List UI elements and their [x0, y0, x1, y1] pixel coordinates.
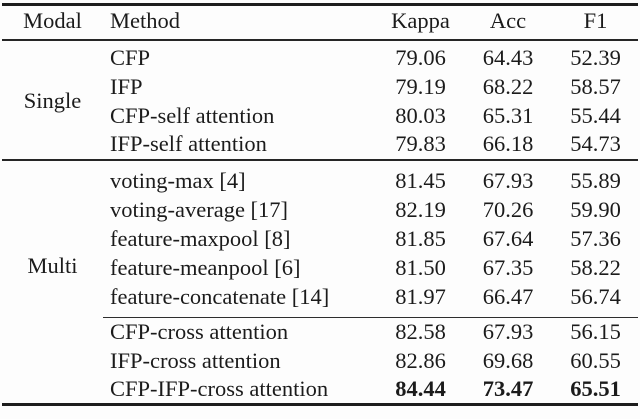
acc-value: 65.31 — [482, 102, 534, 128]
kappa-value: 81.50 — [395, 254, 446, 280]
acc-value: 67.93 — [463, 158, 553, 196]
f1-value: 58.57 — [570, 73, 621, 99]
f1-value: 60.55 — [570, 347, 621, 373]
acc-value: 69.68 — [482, 347, 534, 373]
kappa-value: 82.58 — [378, 317, 463, 347]
method-cell: voting-max [4] — [103, 158, 378, 196]
method-cell: feature-concatenate [14] — [110, 283, 330, 309]
kappa-value: 79.19 — [395, 73, 446, 99]
acc-value-best: 73.47 — [482, 376, 534, 401]
f1-value-best: 65.51 — [570, 376, 621, 401]
modal-group-label-multi: Multi — [2, 158, 103, 405]
method-cell: feature-maxpool [8] — [110, 225, 291, 251]
acc-value: 67.64 — [482, 225, 534, 251]
method-cell: CFP-IFP-cross attention — [110, 376, 329, 401]
acc-value: 64.43 — [482, 45, 534, 71]
acc-value: 66.47 — [482, 283, 534, 309]
table-row: feature-concatenate [14] 81.97 66.47 56.… — [2, 283, 638, 318]
acc-value: 68.22 — [482, 73, 534, 99]
table-row: Single CFP 79.06 64.43 52.39 — [2, 40, 638, 113]
col-header-kappa: Kappa — [378, 4, 463, 41]
method-cell: CFP-self attention — [110, 102, 275, 128]
acc-value: 66.18 — [482, 131, 534, 157]
table-row: CFP-self attention 80.03 65.31 55.44 — [2, 102, 638, 131]
table-row: CFP-IFP-cross attention 84.44 73.47 65.5… — [2, 376, 638, 405]
kappa-value-best: 84.44 — [395, 376, 446, 401]
acc-value: 67.93 — [463, 317, 553, 347]
f1-value: 52.39 — [570, 45, 621, 71]
method-cell: IFP-self attention — [110, 131, 267, 157]
table-row: IFP 79.19 68.22 58.57 — [2, 73, 638, 102]
kappa-value: 82.19 — [395, 196, 446, 222]
col-header-method: Method — [103, 4, 378, 41]
method-cell: voting-average [17] — [110, 196, 289, 222]
table-row: Multi voting-max [4] 81.45 67.93 55.89 — [2, 158, 638, 405]
kappa-value: 82.86 — [395, 347, 446, 373]
f1-value: 54.73 — [570, 131, 621, 157]
f1-value: 55.44 — [570, 102, 621, 128]
table-row: voting-average [17] 82.19 70.26 59.90 — [2, 196, 638, 225]
method-cell: CFP — [110, 45, 151, 71]
table-row: feature-maxpool [8] 81.85 67.64 57.36 — [2, 225, 638, 254]
kappa-value: 81.45 — [378, 158, 463, 196]
table-row: IFP-self attention 79.83 66.18 54.73 — [2, 131, 638, 160]
modal-group-label-single: Single — [23, 88, 82, 114]
method-cell: IFP — [110, 73, 143, 99]
col-header-modal: Modal — [2, 4, 103, 41]
f1-value: 58.22 — [570, 254, 621, 280]
kappa-value: 81.97 — [395, 283, 446, 309]
kappa-value: 81.85 — [395, 225, 446, 251]
table-row: feature-meanpool [6] 81.50 67.35 58.22 — [2, 254, 638, 283]
kappa-value: 79.06 — [395, 45, 446, 71]
method-cell: CFP-cross attention — [103, 317, 378, 347]
method-cell: feature-meanpool [6] — [110, 254, 301, 280]
paper-table-figure: Modal Method Kappa Acc F1 Single CFP 79.… — [0, 3, 640, 419]
f1-value: 59.90 — [570, 196, 621, 222]
method-cell: IFP-cross attention — [110, 347, 281, 373]
f1-value: 57.36 — [570, 225, 621, 251]
acc-value: 67.35 — [482, 254, 534, 280]
table-row: CFP-cross attention 82.58 67.93 56.15 — [2, 317, 638, 347]
f1-value: 56.15 — [553, 317, 638, 347]
col-header-f1: F1 — [553, 4, 638, 41]
f1-value: 55.89 — [553, 158, 638, 196]
header-row: Modal Method Kappa Acc F1 — [2, 4, 638, 41]
results-table: Modal Method Kappa Acc F1 Single CFP 79.… — [2, 3, 638, 406]
f1-value: 56.74 — [570, 283, 621, 309]
kappa-value: 80.03 — [395, 102, 446, 128]
table-row: IFP-cross attention 82.86 69.68 60.55 — [2, 347, 638, 376]
acc-value: 70.26 — [482, 196, 534, 222]
kappa-value: 79.83 — [395, 131, 446, 157]
col-header-acc: Acc — [463, 4, 553, 41]
